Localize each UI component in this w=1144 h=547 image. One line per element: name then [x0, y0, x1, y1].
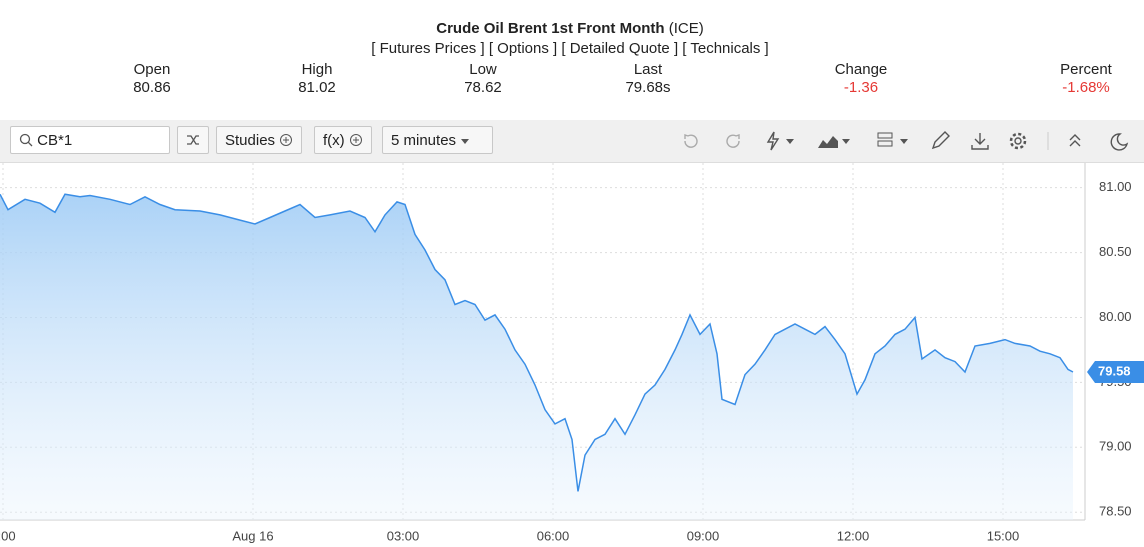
link[interactable]: [ Options ]: [488, 40, 558, 57]
y-tick-label: 79.00: [1099, 439, 1132, 454]
link[interactable]: [ Technicals ]: [682, 40, 769, 57]
stat-value: -1.36: [843, 79, 879, 96]
quote-links: [ Futures Prices ] [ Options ] [ Detaile…: [0, 40, 1140, 57]
quote-title: Crude Oil Brent 1st Front Month (ICE): [0, 20, 1140, 37]
symbol-search[interactable]: CB*1: [10, 126, 170, 154]
stat: High 81.02: [277, 61, 357, 97]
compare-icon: [187, 135, 199, 145]
last-price-label: 79.58: [1098, 363, 1131, 378]
caret-icon: [461, 139, 470, 144]
stat: Open 80.86: [112, 61, 192, 97]
stat: Last 79.68s: [608, 61, 688, 97]
toolbar: CB*1 Studies f(x) 5 minutes: [0, 120, 1144, 163]
stat: Low 78.62: [443, 61, 523, 97]
plus-icon: [280, 134, 293, 146]
function-button[interactable]: f(x): [314, 126, 372, 154]
x-tick-label: 0:00: [0, 528, 16, 543]
x-tick-label: 12:00: [837, 528, 870, 543]
stat: Change -1.36: [821, 61, 901, 97]
x-tick-label: 15:00: [987, 528, 1020, 543]
x-tick-label: 06:00: [537, 528, 570, 543]
area: [0, 194, 1073, 520]
last-price-tag: [1087, 361, 1144, 384]
stat-value: -1.68%: [1062, 79, 1110, 96]
interval-select[interactable]: 5 minutes: [382, 126, 493, 154]
y-tick-label: 81.00: [1099, 179, 1132, 194]
stat-value: 80.86: [133, 79, 171, 96]
stat-value: 78.62: [464, 79, 502, 96]
compare-button[interactable]: [177, 126, 209, 154]
plus-icon: [349, 134, 362, 146]
studies-button[interactable]: Studies: [216, 126, 303, 154]
stat-label: Change: [834, 61, 888, 78]
toolbar-icons[interactable]: [680, 130, 1130, 152]
stat-label: Open: [133, 61, 171, 78]
studies: Studies: [225, 132, 276, 149]
link[interactable]: [ Futures Prices ]: [371, 40, 485, 57]
stat-value: 79.68s: [625, 79, 671, 96]
search-icon: [19, 133, 33, 147]
stat-label: Percent: [1060, 61, 1112, 78]
title: Crude Oil Brent 1st Front Month: [436, 20, 665, 37]
price-line: [0, 193, 1074, 492]
x-tick-label: 03:00: [387, 528, 420, 543]
stat-label: Low: [469, 61, 497, 78]
stat-label: Last: [633, 61, 663, 78]
stat-value: 81.02: [298, 79, 336, 96]
stat: Percent -1.68%: [1046, 61, 1126, 97]
x-tick-label: 09:00: [687, 528, 720, 543]
function: f(x): [323, 132, 345, 149]
y-tick-label: 78.50: [1099, 504, 1132, 519]
symbol: CB*1: [37, 132, 73, 149]
y-tick-label: 80.00: [1099, 309, 1132, 324]
exchange: (ICE): [668, 20, 704, 37]
interval: 5 minutes: [391, 132, 457, 149]
stat-label: High: [301, 61, 333, 78]
link[interactable]: [ Detailed Quote ]: [561, 40, 679, 57]
x-tick-label: Aug 16: [232, 528, 273, 543]
y-tick-label: 80.50: [1099, 244, 1132, 259]
